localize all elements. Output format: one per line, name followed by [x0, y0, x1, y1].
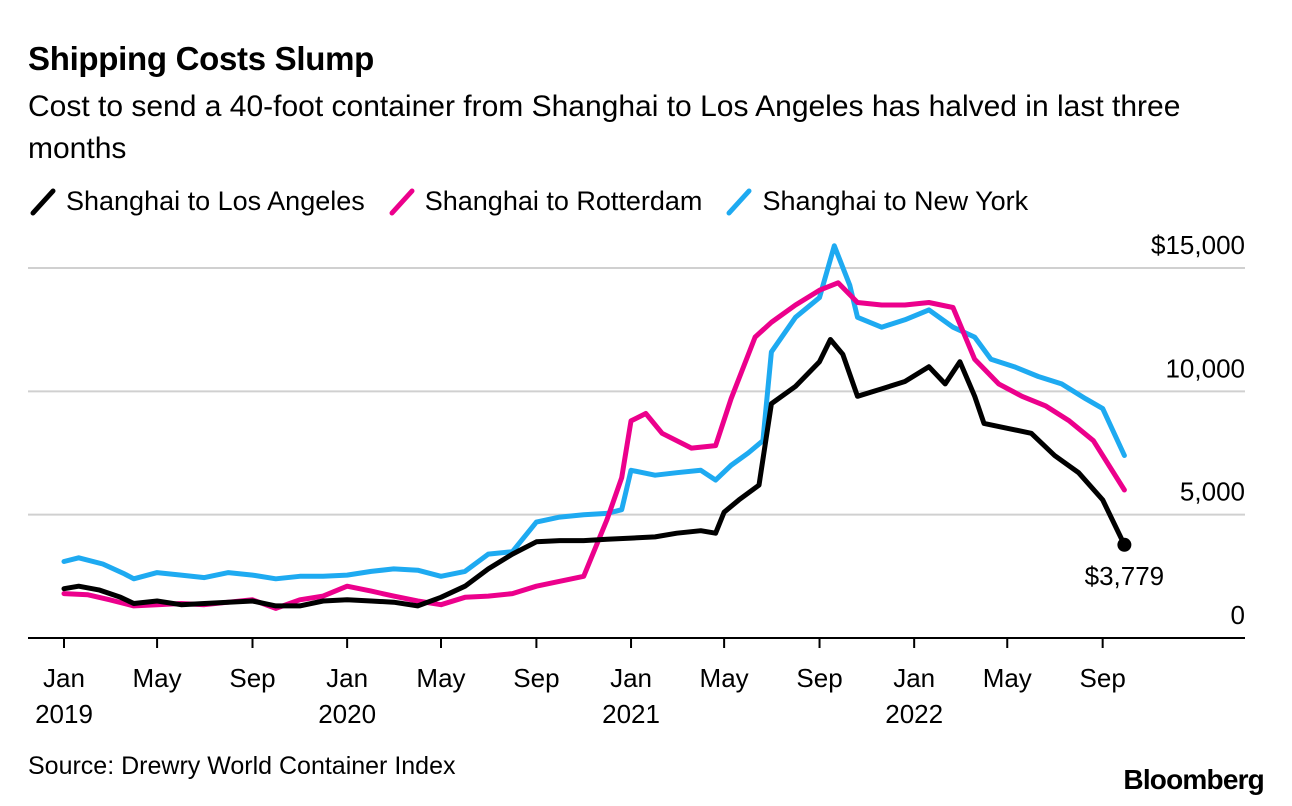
legend-item-new-york: Shanghai to New York — [724, 186, 1028, 217]
x-tick-label: May — [700, 663, 749, 693]
x-tick-label: Jan — [610, 663, 652, 693]
source-note: Source: Drewry World Container Index — [28, 752, 456, 780]
x-tick-year-label: 2020 — [318, 699, 376, 729]
y-tick-label: 5,000 — [1180, 477, 1245, 507]
x-tick-label: May — [983, 663, 1032, 693]
y-tick-label: $15,000 — [1151, 230, 1245, 260]
x-tick-label: May — [133, 663, 182, 693]
legend-swatch-los-angeles — [30, 188, 56, 215]
x-tick-label: Sep — [229, 663, 275, 693]
x-tick-label: May — [416, 663, 465, 693]
x-tick-year-label: 2022 — [885, 699, 943, 729]
series-line-shanghai-to-new-york — [61, 243, 1127, 582]
endpoint-marker — [1117, 537, 1132, 552]
x-tick-label: Sep — [513, 663, 559, 693]
x-tick-label: Jan — [326, 663, 368, 693]
chart-title: Shipping Costs Slump — [28, 40, 374, 77]
x-tick-label: Sep — [796, 663, 842, 693]
x-tick-year-label: 2019 — [35, 699, 93, 729]
chart-legend: Shanghai to Los Angeles Shanghai to Rott… — [28, 186, 1050, 217]
y-tick-label: 10,000 — [1165, 353, 1245, 383]
legend-item-los-angeles: Shanghai to Los Angeles — [28, 186, 365, 217]
series-line-shanghai-to-los-angeles — [61, 337, 1127, 609]
chart-subtitle: Cost to send a 40-foot container from Sh… — [28, 90, 1181, 165]
legend-label-rotterdam: Shanghai to Rotterdam — [424, 186, 703, 216]
x-tick-label: Jan — [893, 663, 935, 693]
series-line-shanghai-to-rotterdam — [61, 280, 1127, 611]
legend-swatch-new-york — [726, 188, 752, 215]
bloomberg-logo: Bloomberg — [1123, 764, 1264, 795]
legend-label-new-york: Shanghai to New York — [762, 186, 1029, 216]
y-tick-label: 0 — [1231, 600, 1245, 630]
legend-item-rotterdam: Shanghai to Rotterdam — [387, 186, 703, 217]
x-tick-label: Sep — [1080, 663, 1126, 693]
endpoint-label: $3,779 — [1085, 561, 1165, 591]
legend-label-los-angeles: Shanghai to Los Angeles — [66, 186, 365, 216]
legend-swatch-rotterdam — [389, 188, 415, 215]
x-tick-label: Jan — [43, 663, 85, 693]
x-tick-year-label: 2021 — [602, 699, 660, 729]
